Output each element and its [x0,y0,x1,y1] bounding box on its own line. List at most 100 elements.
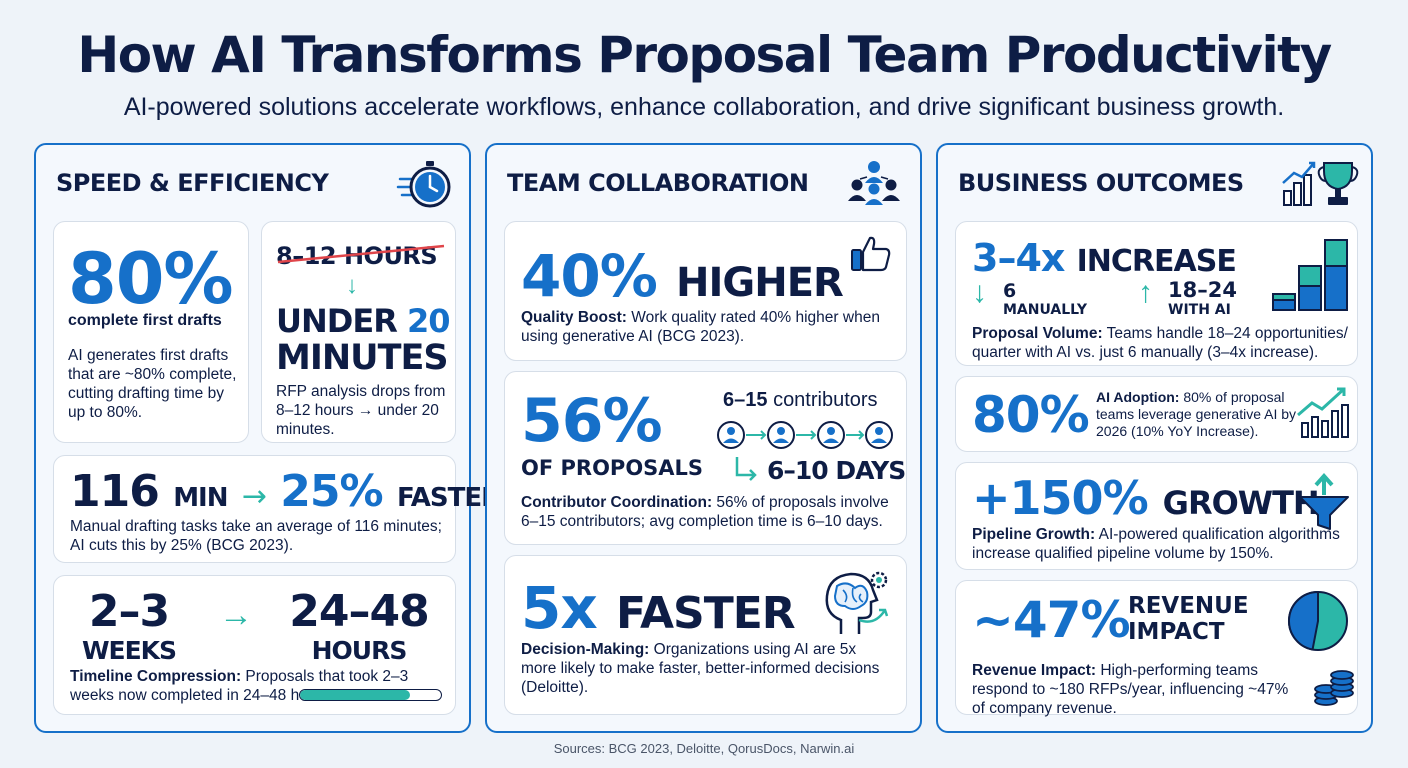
revenue-desc-bold: Revenue Impact: [972,662,1097,679]
sources-footer: Sources: BCG 2023, Deloitte, QorusDocs, … [553,741,855,756]
page-title: How AI Transforms Proposal Team Producti… [77,26,1332,84]
growth-trophy-icon [1282,161,1359,206]
adoption-desc: AI Adoption: 80% of proposal teams lever… [1096,389,1296,440]
drafts-label: complete first drafts [68,312,222,329]
volume-desc: Proposal Volume: Teams handle 18–24 oppo… [972,324,1352,362]
volume-manual-label: MANUALLY [1003,302,1088,318]
rfp-new-unit: MINUTES [276,338,449,378]
drafts-card: 80% complete first drafts AI generates f… [53,221,249,443]
adoption-card: 80% AI Adoption: 80% of proposal teams l… [955,376,1358,452]
revenue-card: ~47% REVENUE IMPACT Revenue Impact: High… [955,580,1358,718]
contributors-line: 6–15 contributors [723,389,878,412]
volume-word: INCREASE [1076,244,1237,279]
drafts-stat: 80% [68,238,234,320]
volume-up-arrow-icon: ↑ [1138,276,1153,309]
brain-gear-icon [825,571,889,634]
revenue-word-1: REVENUE [1128,593,1249,619]
quality-stat: 40% [521,242,658,310]
volume-card: 3–4x INCREASE ↓ 6 MANUALLY ↑ 18–24 WITH … [955,221,1358,366]
rfp-old-time: 8–12 HOURS [276,242,438,270]
page-subtitle: AI-powered solutions accelerate workflow… [123,93,1285,121]
volume-stat: 3–4x [972,236,1065,280]
adoption-desc-bold: AI Adoption: [1096,389,1180,405]
timeline-progress-bar [299,689,442,701]
quality-card: 40% HIGHER Quality Boost: Work quality r… [504,221,907,361]
coins-stack-icon [1314,670,1354,706]
timeline-to-unit: HOURS [311,636,408,665]
trend-up-chart-icon [1297,387,1349,438]
pipeline-desc-bold: Pipeline Growth: [972,526,1096,543]
volume-ai-number: 18–24 [1168,278,1237,302]
timeline-desc-text: Proposals that took 2–3 weeks now comple… [70,668,409,704]
quality-word: HIGHER [676,260,844,306]
adoption-stat: 80% [972,386,1090,444]
pipeline-stat: +150% [972,471,1149,525]
timeline-card: 2–3 WEEKS → 24–48 HOURS Timeline Compres… [53,575,456,715]
revenue-pie-icon [1288,590,1348,651]
volume-down-arrow-icon: ↓ [972,276,987,309]
team-network-icon [848,161,900,205]
timeline-desc: Timeline Compression: Proposals that too… [70,667,450,705]
quality-stat-line: 40% HIGHER [521,242,844,310]
volume-ai-label: WITH AI [1168,302,1231,318]
adoption-desc-text: 80% of proposal teams leverage generativ… [1096,389,1297,439]
down-arrow-icon: ↓ [346,272,358,299]
coordination-desc-text: 56% of proposals involve 6–15 contributo… [521,494,889,530]
quality-desc-text: Work quality rated 40% higher when using… [521,309,880,345]
coordination-desc-bold: Contributor Coordination: [521,494,713,511]
timeline-progress-fill [300,690,410,700]
rfp-new-number: 20 [406,302,451,340]
quality-desc-bold: Quality Boost: [521,309,627,326]
strikethrough-mark [277,244,445,264]
drafting-percent: 25% [280,466,383,517]
pipeline-desc: Pipeline Growth: AI-powered qualificatio… [972,525,1352,563]
decision-card: 5x FASTER Decision-Making: Organizations… [504,555,907,715]
timeline-from-unit: WEEKS [81,636,177,665]
decision-desc-text: Organizations using AI are 5x more likel… [521,641,880,696]
pipeline-stat-line: +150% GROWTH [972,471,1320,525]
stacked-bars-icon [1272,239,1348,311]
pipeline-word: GROWTH [1162,484,1320,522]
decision-word: FASTER [615,588,796,639]
pipeline-card: +150% GROWTH Pipeline Growth: AI-powered… [955,462,1358,570]
funnel-icon [1299,473,1349,530]
corner-arrow-icon [735,457,757,481]
drafting-time-card: 116 MIN → 25% FASTER Manual drafting tas… [53,455,501,563]
revenue-pie-slice [1288,590,1319,651]
drafting-stat-line: 116 MIN → 25% FASTER [70,466,501,517]
volume-desc-bold: Proposal Volume: [972,325,1103,342]
contributors-chain-icon [717,421,893,449]
revenue-desc-text: High-performing teams respond to ~180 RF… [972,662,1289,717]
coordination-card: 56% OF PROPOSALS 6–15 contributors [504,371,907,545]
drafts-desc: AI generates first drafts that are ~80% … [68,347,237,421]
revenue-word-2: IMPACT [1128,619,1225,645]
rfp-new-prefix: UNDER [276,302,398,340]
drafting-faster: FASTER [396,483,501,513]
drafting-unit: MIN [173,483,228,513]
revenue-stat: ~47% [972,591,1131,649]
decision-desc: Decision-Making: Organizations using AI … [521,640,881,697]
coordination-stat: 56% [521,386,663,456]
collab-panel-title: TEAM COLLABORATION [507,169,809,197]
revenue-desc: Revenue Impact: High-performing teams re… [972,661,1302,718]
team-collaboration-panel: TEAM COLLABORATION 40% HIGHER Quality Bo… [485,143,922,733]
decision-stat: 5x [521,574,598,642]
contributors-number: 6–15 [723,389,768,411]
contributors-label: contributors [773,389,878,411]
right-arrow-icon: → [241,479,267,514]
drafting-desc: Manual drafting tasks take an average of… [70,518,442,554]
quality-desc: Quality Boost: Work quality rated 40% hi… [521,308,901,346]
pipeline-desc-text: AI-powered qualification algorithms incr… [972,526,1340,562]
business-outcomes-panel: BUSINESS OUTCOMES 3–4x INCREASE ↓ 6 MANU… [936,143,1373,733]
volume-stat-line: 3–4x INCREASE [972,236,1237,280]
stopwatch-icon [396,161,451,208]
decision-desc-bold: Decision-Making: [521,641,650,658]
speed-efficiency-panel: SPEED & EFFICIENCY 80% complete first dr… [34,143,501,733]
coordination-sub: OF PROPOSALS [521,456,704,480]
coordination-desc: Contributor Coordination: 56% of proposa… [521,493,901,531]
outcomes-panel-title: BUSINESS OUTCOMES [958,169,1244,197]
thumbs-up-icon [851,236,891,272]
completion-days: 6–10 DAYS [767,456,906,485]
volume-desc-text: Teams handle 18–24 opportunities/ quarte… [972,325,1348,361]
timeline-desc-bold: Timeline Compression: [70,668,242,685]
